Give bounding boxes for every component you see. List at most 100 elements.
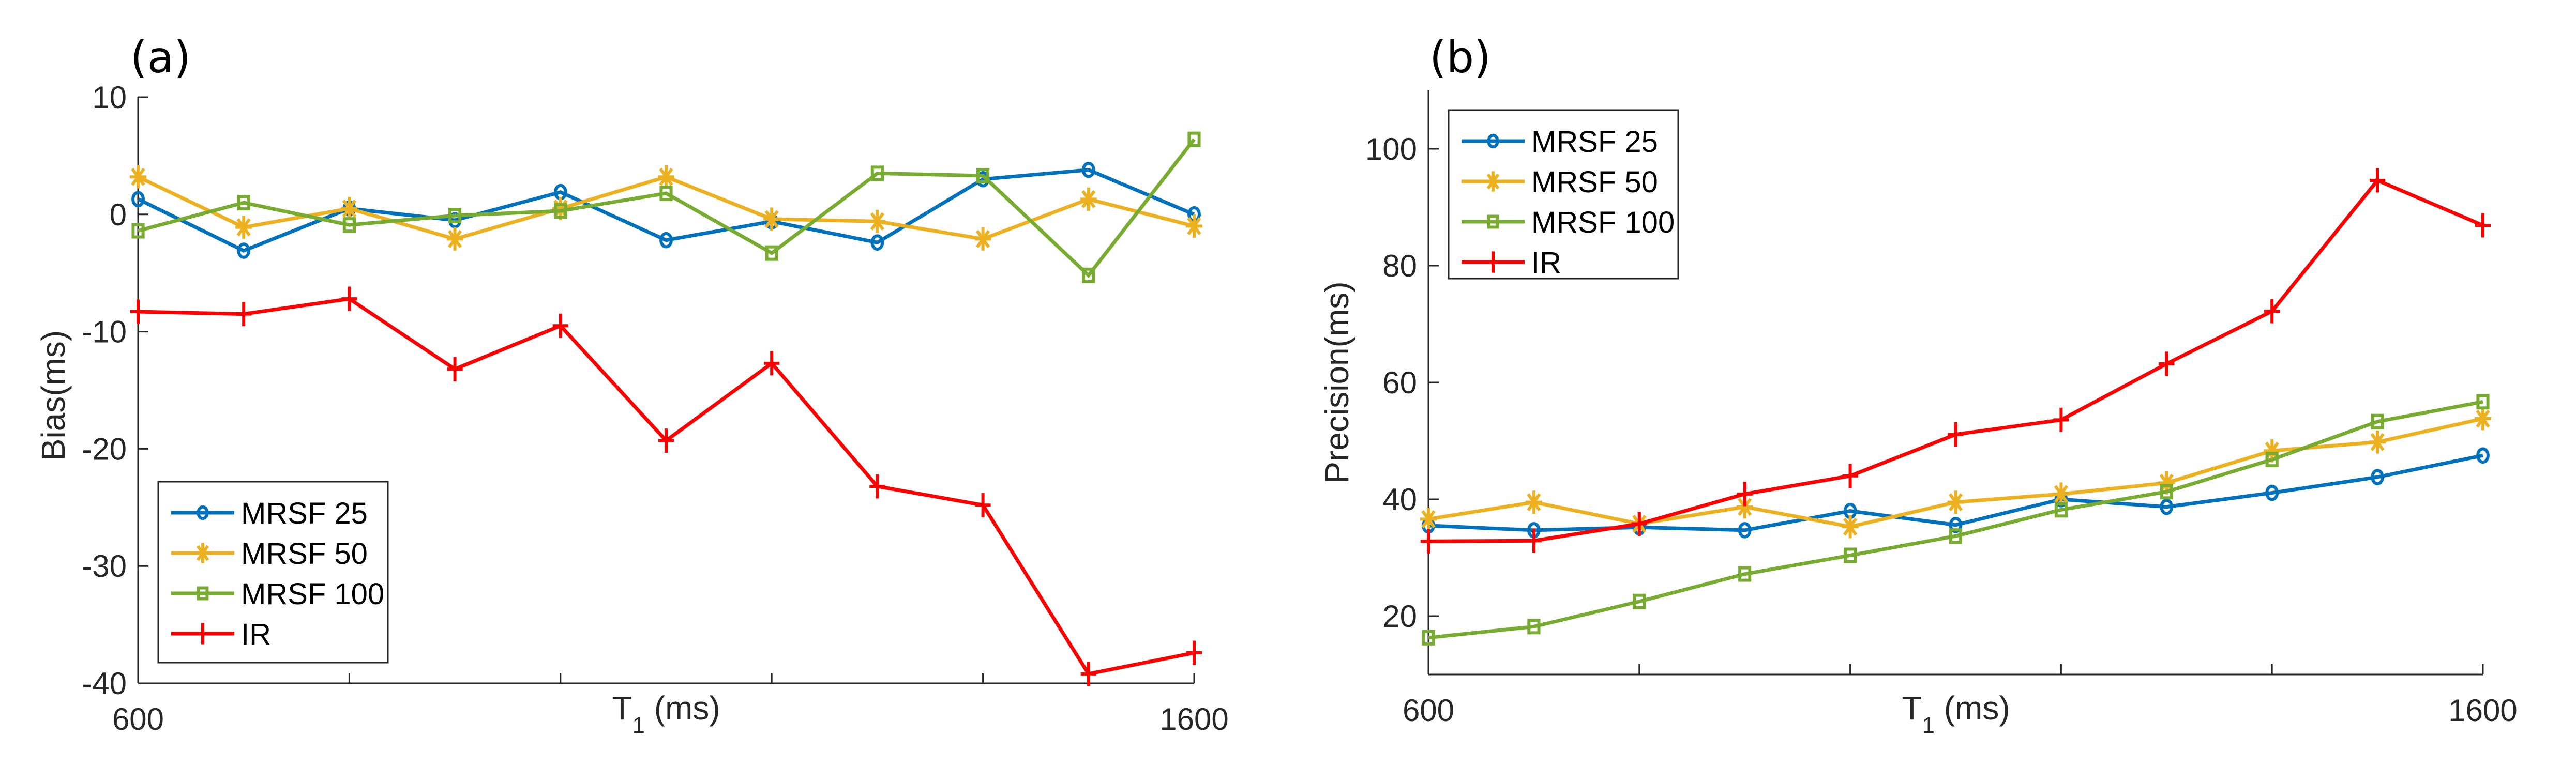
data-point-ir (2159, 351, 2175, 376)
data-point-mrsf-100 (2160, 484, 2173, 500)
legend-marker-plus-icon (1486, 251, 1500, 273)
legend-marker-plus-icon (195, 623, 210, 645)
legend-b: MRSF 25 MRSF 50 MRSF 100 IR (1448, 109, 1679, 280)
data-point-mrsf-100 (1187, 131, 1201, 147)
data-point-mrsf-50 (130, 165, 146, 189)
legend-entry-mrsf-25: MRSF 25 (171, 497, 368, 530)
data-point-ir (1526, 528, 1542, 553)
data-point-ir (341, 286, 357, 311)
y-tick-label: 60 (1382, 365, 1417, 400)
legend-label: MRSF 25 (1531, 125, 1658, 159)
data-point-mrsf-100 (1949, 528, 1963, 544)
legend-label: MRSF 100 (1531, 206, 1675, 239)
data-point-mrsf-100 (554, 203, 567, 219)
legend-label: IR (1531, 246, 1561, 280)
data-point-mrsf-100 (448, 208, 462, 224)
legend-label: IR (241, 618, 271, 651)
legend-entry-ir: IR (171, 618, 271, 651)
legend-marker-circle-icon (1487, 133, 1499, 149)
series-layer-b (1420, 168, 2491, 646)
legend-entry-mrsf-50: MRSF 50 (1462, 165, 1658, 199)
data-point-mrsf-50 (1080, 187, 1097, 211)
series-layer-a (130, 131, 1202, 686)
x-axis-label-t1: T1 (ms) (1902, 689, 2010, 738)
data-point-ir (552, 313, 568, 338)
legend-label: MRSF 100 (241, 577, 384, 611)
y-tick-label: -30 (82, 549, 127, 584)
series-line-mrsf-25 (137, 168, 1195, 253)
data-point-mrsf-50 (658, 165, 674, 189)
x-axis-label-t: T (612, 689, 632, 727)
legend-entry-mrsf-50: MRSF 50 (171, 537, 368, 571)
y-tick-label: 100 (1365, 132, 1417, 166)
data-point-mrsf-50 (1947, 490, 1964, 514)
data-point-mrsf-50 (1842, 515, 1859, 539)
x-axis-label-unit: (ms) (1935, 689, 2010, 727)
data-point-mrsf-25 (2265, 484, 2279, 501)
data-point-mrsf-25 (2160, 498, 2174, 515)
data-point-ir (236, 302, 252, 327)
series-mrsf-100 (131, 131, 1201, 283)
y-tick-label: -20 (82, 432, 127, 466)
data-point-mrsf-100 (1422, 630, 1435, 646)
x-tick-label: 1600 (2448, 693, 2517, 728)
data-point-mrsf-50 (235, 216, 252, 239)
data-point-mrsf-100 (976, 167, 990, 183)
data-point-mrsf-50 (1186, 214, 1202, 238)
series-ir (130, 286, 1202, 686)
data-point-mrsf-25 (1081, 161, 1095, 178)
data-point-mrsf-50 (341, 197, 358, 220)
y-tick-label: 80 (1382, 249, 1417, 283)
data-point-mrsf-25 (659, 232, 673, 249)
legend-label: MRSF 50 (1531, 165, 1658, 199)
data-point-mrsf-100 (342, 217, 356, 233)
data-point-mrsf-100 (131, 223, 145, 239)
y-tick-label: -40 (82, 666, 127, 701)
x-axis-label-t: T (1902, 689, 1922, 727)
data-point-ir (975, 493, 991, 517)
data-point-ir (658, 428, 674, 453)
data-point-mrsf-50 (2264, 439, 2281, 463)
panel-b-precision-chart: (b) Precision(ms) T1 (ms) 20 40 60 80 100 600… (1318, 32, 2518, 738)
series-line-mrsf-100 (1428, 400, 2483, 640)
axes-a: -40 -30 -20 -10 0 10 600 1600 (82, 80, 1228, 737)
data-point-ir (869, 474, 885, 499)
x-tick-label: 600 (1403, 693, 1454, 728)
data-point-mrsf-50 (1525, 490, 1542, 514)
data-point-mrsf-100 (870, 165, 884, 181)
legend-label: MRSF 50 (241, 537, 368, 571)
data-point-mrsf-100 (2054, 502, 2068, 518)
data-point-ir (2475, 213, 2491, 238)
data-point-mrsf-25 (237, 242, 251, 259)
data-point-ir (1948, 422, 1964, 447)
data-point-ir (764, 351, 780, 376)
data-point-ir (2369, 168, 2386, 193)
y-tick-label: 10 (92, 80, 127, 115)
legend-marker-square-icon (197, 586, 209, 601)
series-line-mrsf-100 (138, 138, 1196, 278)
data-point-mrsf-100 (1633, 593, 1646, 609)
data-point-mrsf-100 (2371, 413, 2384, 429)
data-point-mrsf-25 (131, 191, 145, 208)
data-point-ir (1631, 511, 1647, 536)
data-point-mrsf-100 (237, 195, 250, 211)
x-axis-label-subscript: 1 (1922, 713, 1934, 738)
data-point-mrsf-100 (765, 245, 778, 261)
data-point-mrsf-50 (446, 227, 463, 251)
data-point-mrsf-25 (2476, 447, 2490, 464)
panel-a-bias-chart: (a) Bias(ms) T1 (ms) -40 -30 -20 -10 0 10 600 1… (35, 32, 1229, 738)
y-axis-label-bias: Bias(ms) (35, 330, 72, 461)
legend-entry-ir: IR (1462, 246, 1561, 280)
data-point-ir (447, 357, 463, 381)
legend-entry-mrsf-100: MRSF 100 (1462, 206, 1675, 239)
data-point-mrsf-100 (659, 185, 673, 201)
y-axis-label-precision: Precision(ms) (1318, 281, 1355, 483)
legend-marker-square-icon (1487, 214, 1499, 229)
data-point-mrsf-50 (1420, 508, 1437, 531)
data-point-mrsf-100 (1527, 619, 1541, 635)
data-point-ir (1842, 464, 1858, 488)
x-tick-label: 1600 (1159, 702, 1228, 737)
data-point-mrsf-100 (1082, 267, 1095, 283)
